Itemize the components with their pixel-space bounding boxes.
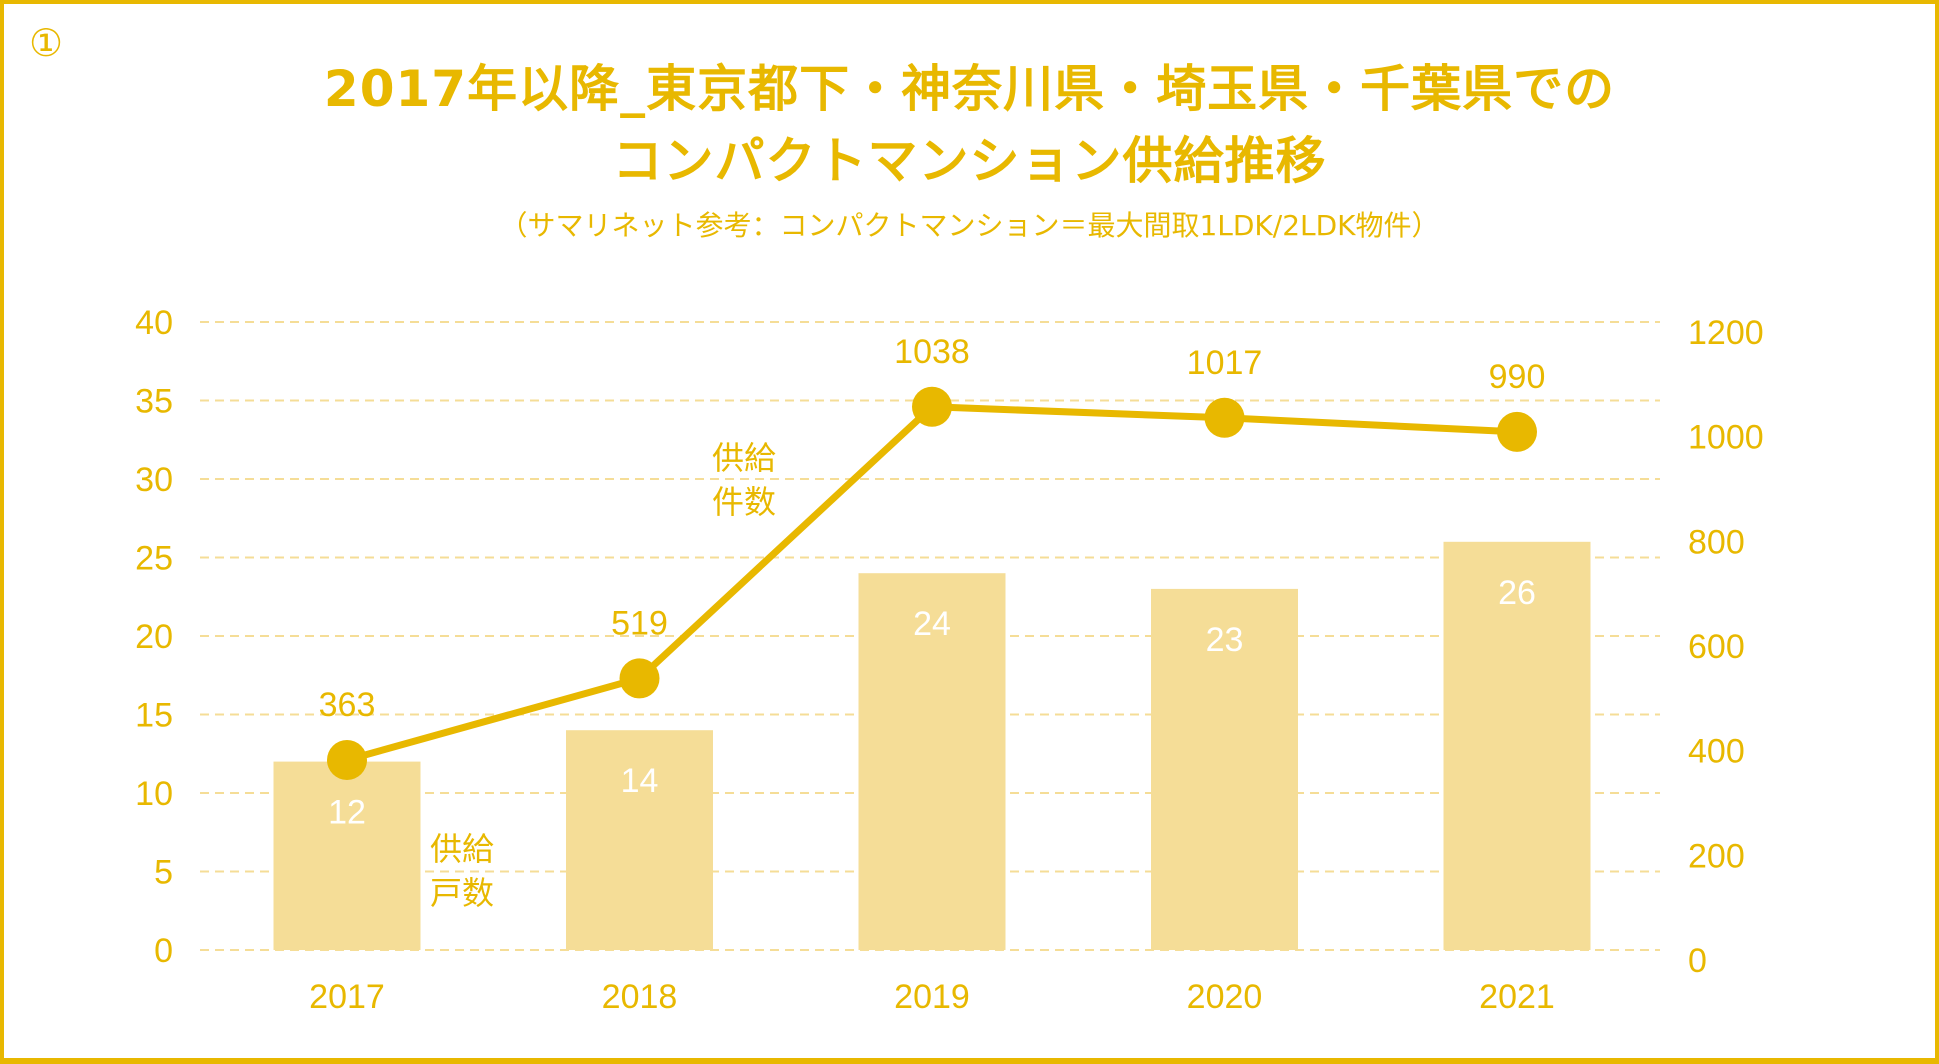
line-point	[619, 658, 660, 699]
line-series	[327, 386, 1537, 781]
left-axis-tick-label: 5	[154, 854, 173, 892]
right-axis-tick-label: 0	[1688, 942, 1707, 980]
series-label-bars-line1: 供給	[430, 830, 494, 868]
left-axis-tick-label: 35	[135, 383, 173, 421]
line-data-label: 990	[1489, 358, 1546, 396]
bar-data-label: 23	[1206, 621, 1244, 659]
gridlines	[200, 321, 1660, 951]
right-axis-tick-label: 1200	[1688, 314, 1764, 352]
left-axis-tick-label: 40	[135, 304, 173, 342]
chart-title-line-2: コンパクトマンション供給推移	[612, 132, 1327, 190]
left-axis-tick-label: 20	[135, 618, 173, 656]
line-point	[327, 740, 367, 781]
bar-data-label: 12	[328, 794, 366, 832]
x-axis-tick-label: 2018	[602, 978, 678, 1016]
bar-data-label: 14	[621, 762, 659, 800]
bar	[566, 730, 713, 950]
bar-series	[273, 541, 1591, 950]
series-label-line-line2: 件数	[712, 483, 776, 521]
left-axis-tick-label: 10	[135, 775, 173, 813]
series-label-line-line1: 供給	[712, 439, 776, 477]
x-axis-tick-label: 2020	[1187, 978, 1263, 1016]
bar	[273, 761, 421, 950]
chart-title-line-1: 2017年以降_東京都下・神奈川県・埼玉県・千葉県での	[323, 60, 1616, 118]
figure-number: ①	[29, 21, 64, 65]
line-data-label: 1038	[894, 333, 970, 371]
bar	[1151, 588, 1298, 950]
line-data-label: 519	[611, 604, 668, 642]
line-point	[1497, 411, 1537, 452]
chart-subtitle: （サマリネット参考：コンパクトマンション＝最大間取1LDK/2LDK物件）	[499, 209, 1440, 242]
x-axis-tick-label: 2021	[1479, 978, 1555, 1016]
left-axis-tick-label: 30	[135, 461, 173, 499]
left-axis-tick-label: 25	[135, 540, 173, 578]
right-axis-tick-label: 400	[1688, 733, 1745, 771]
bar-data-label: 26	[1498, 574, 1536, 612]
x-axis-tick-label: 2019	[894, 978, 970, 1016]
line-data-label: 1017	[1187, 344, 1263, 382]
series-label-bars-line2: 戸数	[430, 874, 494, 912]
line-point	[1204, 397, 1245, 438]
right-axis-tick-label: 1000	[1688, 419, 1764, 457]
right-axis-tick-label: 800	[1688, 523, 1745, 561]
bar	[858, 573, 1006, 950]
line-point	[912, 386, 952, 427]
chart-labels: 0510152025303540020040060080010001200201…	[135, 304, 1763, 1016]
right-axis-tick-label: 200	[1688, 837, 1745, 875]
left-axis-tick-label: 0	[154, 932, 173, 970]
left-axis-tick-label: 15	[135, 697, 173, 735]
line-data-label: 363	[319, 686, 376, 724]
bar	[1443, 541, 1591, 950]
right-axis-tick-label: 600	[1688, 628, 1745, 666]
x-axis-tick-label: 2017	[309, 978, 385, 1016]
bar-data-label: 24	[913, 605, 951, 643]
